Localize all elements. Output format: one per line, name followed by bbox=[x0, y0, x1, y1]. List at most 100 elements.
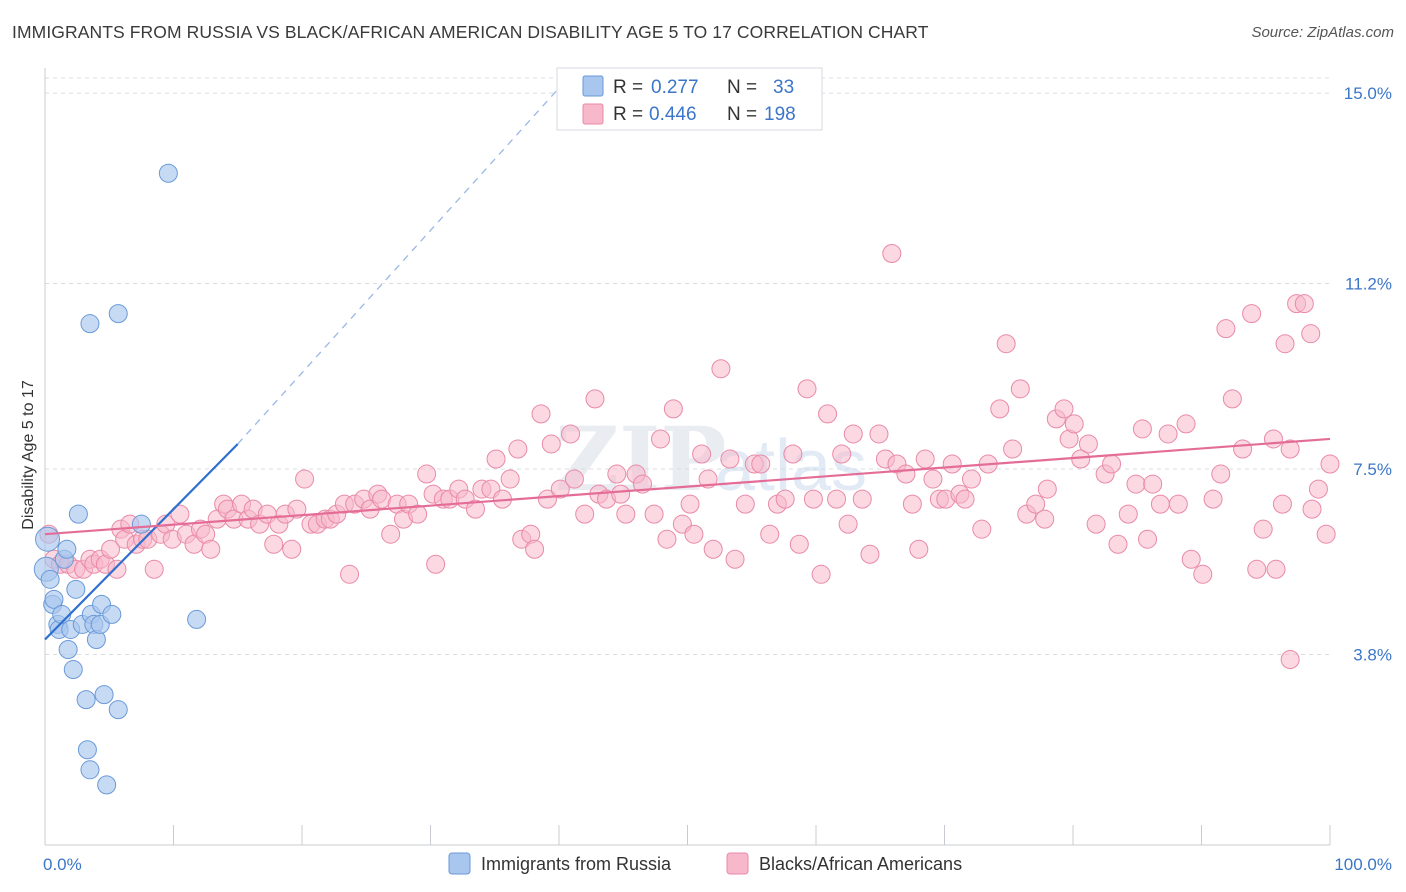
scatter-point-black-african-american bbox=[1266, 559, 1286, 579]
scatter-point-black-african-american bbox=[500, 469, 520, 489]
scatter-point-immigrant-russia bbox=[76, 690, 96, 710]
scatter-point-immigrant-russia bbox=[44, 589, 64, 609]
scatter-point-black-african-american bbox=[107, 559, 127, 579]
scatter-point-black-african-american bbox=[1064, 414, 1084, 434]
scatter-point-black-african-american bbox=[1181, 549, 1201, 569]
scatter-point-black-african-american bbox=[1150, 494, 1170, 514]
scatter-point-black-african-american bbox=[1138, 529, 1158, 549]
scatter-point-immigrant-russia bbox=[187, 609, 207, 629]
scatter-point-black-african-american bbox=[811, 564, 831, 584]
scatter-point-black-african-american bbox=[1263, 429, 1283, 449]
scatter-point-black-african-american bbox=[1118, 504, 1138, 524]
scatter-point-immigrant-russia bbox=[94, 685, 114, 705]
scatter-point-immigrant-russia bbox=[158, 163, 178, 183]
scatter-point-black-african-american bbox=[838, 514, 858, 534]
scatter-point-black-african-american bbox=[1211, 464, 1231, 484]
scatter-point-immigrant-russia bbox=[80, 314, 100, 334]
scatter-point-immigrant-russia bbox=[131, 514, 151, 534]
scatter-point-black-african-american bbox=[1320, 454, 1340, 474]
scatter-point-black-african-american bbox=[381, 524, 401, 544]
scatter-point-black-african-american bbox=[680, 494, 700, 514]
y-tick-label: 11.2% bbox=[1345, 275, 1392, 294]
scatter-point-black-african-american bbox=[775, 489, 795, 509]
scatter-point-black-african-american bbox=[1126, 474, 1146, 494]
scatter-point-black-african-american bbox=[1222, 389, 1242, 409]
trend-lines bbox=[44, 87, 1331, 641]
scatter-point-black-african-american bbox=[789, 534, 809, 554]
scatter-point-black-african-american bbox=[735, 494, 755, 514]
scatter-point-black-african-american bbox=[972, 519, 992, 539]
axis-layer bbox=[44, 68, 1331, 846]
y-tick-label: 15.0% bbox=[1344, 84, 1392, 103]
scatter-point-black-african-american bbox=[201, 539, 221, 559]
scatter-point-black-african-american bbox=[607, 464, 627, 484]
scatter-point-black-african-american bbox=[1316, 524, 1336, 544]
scatter-point-black-african-american bbox=[1143, 474, 1163, 494]
scatter-point-black-african-american bbox=[531, 404, 551, 424]
scatter-point-black-african-american bbox=[923, 469, 943, 489]
chart-source: Source: ZipAtlas.com bbox=[1251, 24, 1394, 41]
scatter-point-black-african-american bbox=[990, 399, 1010, 419]
scatter-point-black-african-american bbox=[996, 334, 1016, 354]
scatter-point-black-african-american bbox=[818, 404, 838, 424]
scatter-point-black-african-american bbox=[852, 489, 872, 509]
legend-r-label-2: R = bbox=[613, 104, 643, 125]
scatter-point-black-african-american bbox=[508, 439, 528, 459]
x-tick-label-min: 0.0% bbox=[43, 855, 82, 874]
scatter-point-black-african-american bbox=[1035, 509, 1055, 529]
scatter-point-black-african-american bbox=[1302, 499, 1322, 519]
scatter-point-black-african-american bbox=[663, 399, 683, 419]
scatter-point-immigrant-russia bbox=[66, 579, 86, 599]
scatter-point-black-african-american bbox=[1176, 414, 1196, 434]
scatter-point-black-african-american bbox=[1233, 439, 1253, 459]
scatter-point-black-african-american bbox=[711, 359, 731, 379]
scatter-point-black-african-american bbox=[486, 449, 506, 469]
x-tick-labels: 0.0% 100.0% bbox=[43, 855, 1392, 874]
scatter-point-black-african-american bbox=[1010, 379, 1030, 399]
scatter-point-black-african-american bbox=[1272, 494, 1292, 514]
scatter-point-black-african-american bbox=[1026, 494, 1046, 514]
scatter-point-immigrant-russia bbox=[77, 740, 97, 760]
legend-n-label-1: N = bbox=[727, 77, 757, 98]
y-tick-label: 3.8% bbox=[1353, 646, 1392, 665]
scatter-point-black-african-american bbox=[651, 429, 671, 449]
legend-n-label-2: N = bbox=[727, 104, 757, 125]
scatter-point-black-african-american bbox=[616, 504, 636, 524]
scatter-point-immigrant-russia bbox=[57, 539, 77, 559]
x-tick-label-max: 100.0% bbox=[1334, 855, 1392, 874]
scatter-point-black-african-american bbox=[827, 489, 847, 509]
scatter-point-black-african-american bbox=[955, 489, 975, 509]
scatter-point-black-african-american bbox=[1253, 519, 1273, 539]
scatter-point-black-african-american bbox=[564, 469, 584, 489]
scatter-point-black-african-american bbox=[909, 539, 929, 559]
scatter-point-black-african-american bbox=[541, 434, 561, 454]
scatter-point-black-african-american bbox=[417, 464, 437, 484]
scatter-point-black-african-american bbox=[1275, 334, 1295, 354]
scatter-point-black-african-american bbox=[585, 389, 605, 409]
legend-swatch-pink bbox=[582, 103, 604, 125]
scatter-point-black-african-american bbox=[725, 549, 745, 569]
bottom-legend-swatch-blue bbox=[448, 852, 471, 875]
scatter-point-black-african-american bbox=[1102, 454, 1122, 474]
scatter-point-black-african-american bbox=[1280, 439, 1300, 459]
scatter-point-black-african-american bbox=[144, 559, 164, 579]
scatter-point-immigrant-russia bbox=[108, 304, 128, 324]
scatter-point-black-african-american bbox=[537, 489, 557, 509]
legend-r-label-1: R = bbox=[613, 77, 643, 98]
scatter-point-immigrant-russia bbox=[97, 775, 117, 795]
scatter-point-black-african-american bbox=[692, 444, 712, 464]
scatter-point-immigrant-russia bbox=[80, 760, 100, 780]
scatter-point-black-african-american bbox=[1203, 489, 1223, 509]
y-axis-label: Disability Age 5 to 17 bbox=[20, 380, 37, 530]
scatter-point-black-african-american bbox=[896, 464, 916, 484]
scatter-point-black-african-american bbox=[902, 494, 922, 514]
scatter-point-black-african-american bbox=[783, 444, 803, 464]
scatter-point-black-african-american bbox=[860, 544, 880, 564]
grid-layer bbox=[45, 77, 1330, 656]
scatter-point-black-african-american bbox=[525, 539, 545, 559]
chart-title: IMMIGRANTS FROM RUSSIA VS BLACK/AFRICAN … bbox=[12, 22, 929, 42]
scatter-point-immigrant-russia bbox=[102, 604, 122, 624]
scatter-point-immigrant-russia bbox=[35, 526, 61, 552]
legend: R = 0.277 N = 33 R = 0.446 N = 198 bbox=[556, 67, 823, 131]
